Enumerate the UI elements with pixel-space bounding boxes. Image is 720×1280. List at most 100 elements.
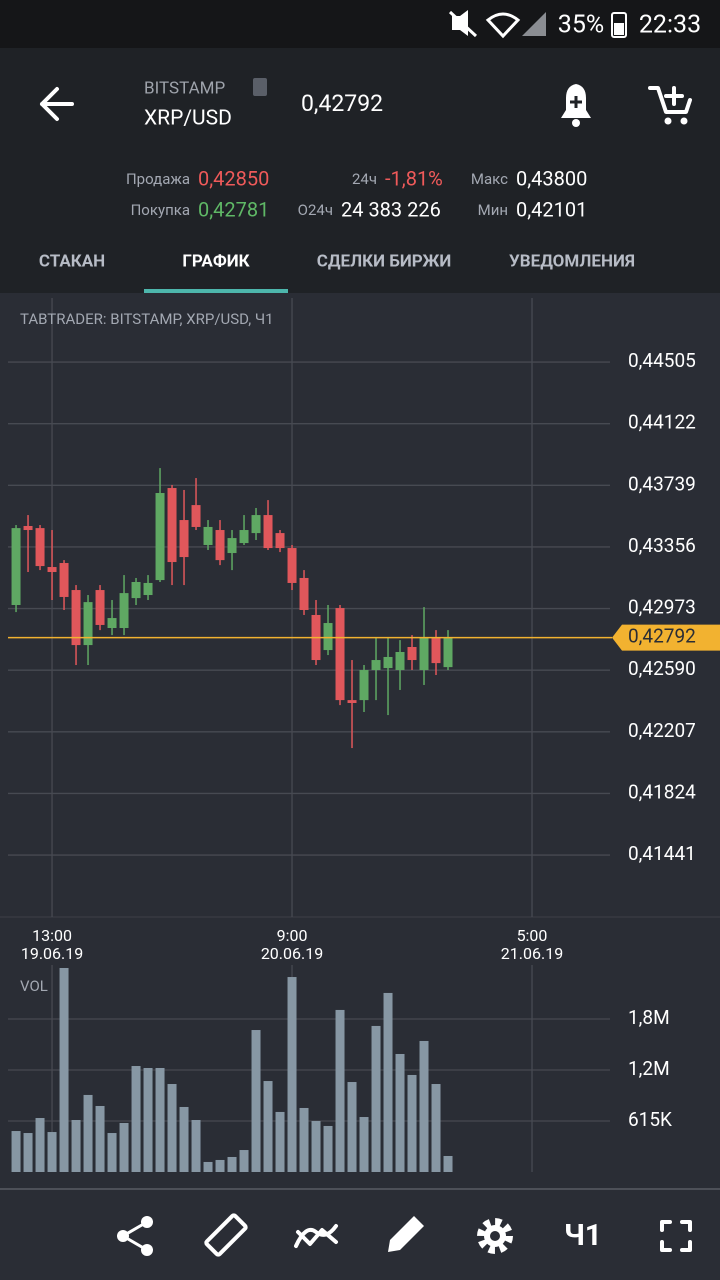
volume-bar (203, 1161, 213, 1172)
chart-title: VOL (20, 977, 48, 995)
candle-body (155, 493, 165, 581)
candle-body (23, 526, 33, 531)
volume-bar (59, 967, 69, 1172)
candle-body (179, 520, 189, 558)
candle-body (239, 530, 249, 544)
stat-value: 24 383 226 (341, 197, 441, 221)
volume-bar (119, 1122, 129, 1172)
draw-button[interactable] (388, 1216, 424, 1252)
indicators-button[interactable] (294, 1224, 338, 1248)
stat-label: Мин (478, 201, 508, 219)
candle-body (119, 593, 129, 629)
y-tick-label: 1,8M (628, 1006, 670, 1029)
cart-button[interactable] (648, 86, 692, 125)
exchange: BITSTAMP (144, 78, 225, 98)
volume-bar (299, 1107, 309, 1172)
ruler-button[interactable] (204, 1213, 248, 1257)
stat-value: 0,42850 (198, 166, 269, 190)
y-tick-label: 0,41441 (628, 842, 696, 865)
chart-title: TABTRADER: BITSTAMP, XRP/USD, Ч1 (20, 310, 274, 328)
volume-bar (23, 1133, 33, 1172)
volume-bar (407, 1074, 417, 1172)
y-tick-label: 0,44505 (628, 349, 696, 372)
tab[interactable]: УВЕДОМЛЕНИЯ (509, 251, 635, 271)
tab[interactable]: СДЕЛКИ БИРЖИ (317, 251, 451, 271)
volume-bar (287, 977, 297, 1172)
x-tick-label: 13:00 (32, 926, 72, 945)
candle-body (131, 581, 141, 599)
candle-body (59, 563, 69, 597)
tab[interactable]: СТАКАН (39, 251, 105, 271)
last-price-label: 0,42792 (628, 625, 696, 648)
candle-body (299, 577, 309, 610)
x-tick-date: 20.06.19 (261, 944, 323, 963)
exchange-icon (253, 78, 267, 96)
candle-body (143, 582, 153, 596)
candle-body (167, 488, 177, 563)
stat-label: Макс (471, 170, 508, 188)
stat-value: -1,81% (385, 166, 443, 190)
y-tick-label: 0,42590 (628, 657, 696, 680)
stat-value: 0,43800 (516, 166, 587, 190)
volume-bar (347, 1082, 357, 1172)
stat-value: 0,42101 (516, 197, 587, 221)
volume-bar (275, 1111, 285, 1172)
candle-body (191, 505, 201, 527)
volume-bar (359, 1117, 369, 1172)
volume-bar (431, 1084, 441, 1172)
clock: 22:33 (639, 11, 701, 40)
fullscreen-button[interactable] (660, 1220, 692, 1252)
header-bg (0, 48, 720, 293)
settings-button[interactable] (477, 1218, 513, 1254)
candle-body (287, 548, 297, 583)
x-tick-label: 5:00 (517, 926, 548, 945)
candle-body (263, 515, 273, 549)
volume-bar (227, 1156, 237, 1172)
y-tick-label: 1,2M (628, 1057, 670, 1080)
candle-body (419, 637, 429, 671)
back-button[interactable] (40, 87, 74, 121)
interval-button[interactable]: Ч1 (564, 1218, 602, 1253)
volume-bar (47, 1132, 57, 1172)
volume-bar (71, 1120, 81, 1172)
share-button[interactable] (117, 1216, 153, 1256)
y-tick-label: 615K (628, 1108, 672, 1131)
alert-button[interactable] (561, 84, 591, 127)
volume-bar (323, 1125, 333, 1172)
candle-body (275, 533, 285, 549)
volume-bar (155, 1068, 165, 1172)
last-price-tag (612, 624, 720, 651)
volume-bar (383, 992, 393, 1172)
y-tick-label: 0,43739 (628, 472, 696, 495)
candle-body (347, 700, 357, 703)
candle-body (323, 623, 333, 651)
y-tick-label: 0,41824 (628, 780, 696, 803)
candle-body (107, 618, 117, 629)
volume-bar (131, 1066, 141, 1172)
volume-bar (191, 1120, 201, 1172)
stat-label: Продажа (126, 170, 190, 188)
candle-body (95, 590, 105, 625)
volume-bar (443, 1155, 453, 1172)
y-tick-label: 0,42973 (628, 596, 696, 619)
battery-text: 35% (558, 11, 604, 40)
volume-bar (167, 1084, 177, 1172)
tab[interactable]: ГРАФИК (182, 251, 250, 271)
stat-label: 24ч (352, 170, 377, 188)
x-tick-date: 21.06.19 (501, 944, 563, 963)
stat-value: 0,42781 (198, 197, 269, 221)
volume-bar (335, 1009, 345, 1172)
volume-bar (311, 1120, 321, 1172)
candle-body (203, 526, 213, 545)
volume-bar (239, 1150, 249, 1172)
tab-indicator (144, 289, 288, 293)
y-tick-label: 0,43356 (628, 534, 696, 557)
candle-body (431, 637, 441, 664)
volume-bar (83, 1094, 93, 1172)
volume-bar (371, 1025, 381, 1172)
volume-bar (11, 1131, 21, 1172)
pair: XRP/USD (144, 107, 232, 131)
volume-bar (263, 1081, 273, 1172)
volume-bar (35, 1118, 45, 1172)
